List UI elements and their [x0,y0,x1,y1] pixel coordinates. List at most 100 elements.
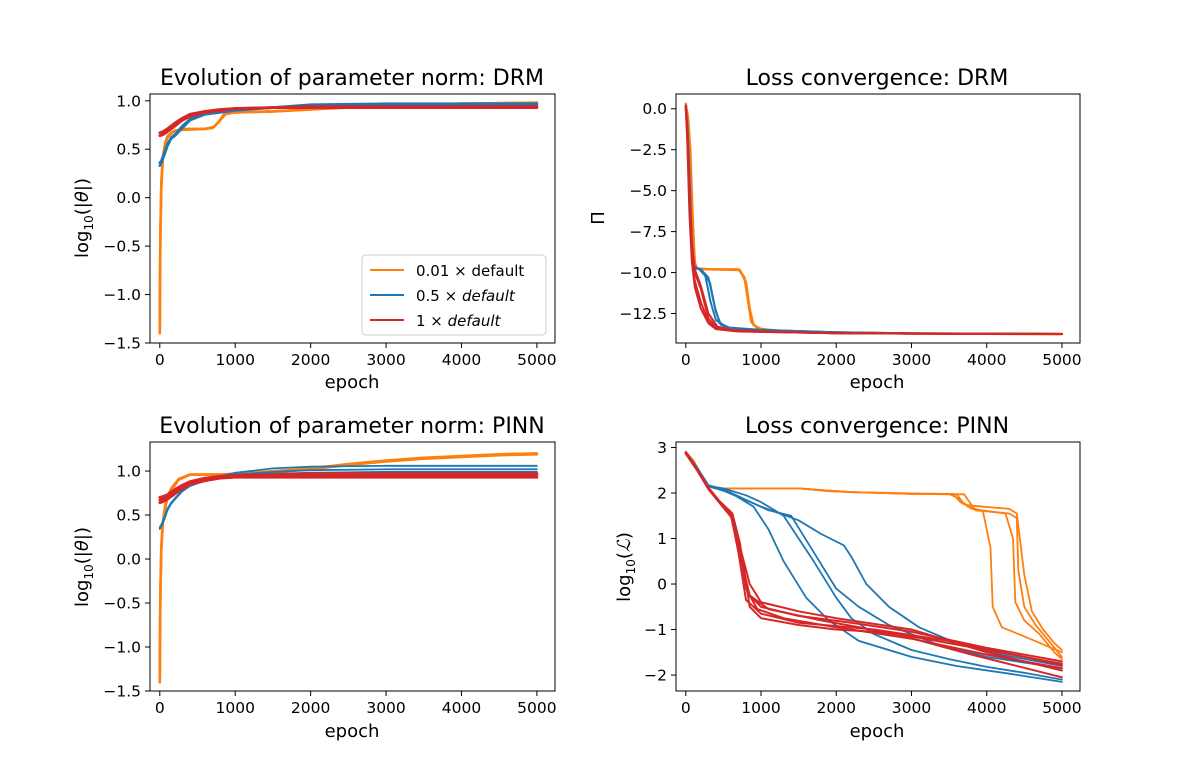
title-norm-drm: Evolution of parameter norm: DRM [160,66,544,91]
y-tick-label: 0.5 [116,507,141,525]
series-line-default-2 [684,104,1063,335]
y-tick-label: −0.5 [103,238,141,256]
legend-box [361,254,547,336]
plot-area-norm-pinn [158,452,539,684]
xlabel-norm-drm: epoch [325,372,380,393]
x-tick-label: 5000 [1042,699,1081,717]
series-line-small-1 [158,453,539,680]
ylabel-script-L: ℒ [614,538,635,552]
ylabel-theta: θ [72,191,93,202]
x-tick-label: 2000 [817,351,856,369]
ylabel-argument: (| [72,551,93,564]
y-tick-label: −1.0 [103,639,141,657]
x-tick-label: 2000 [291,351,330,369]
x-tick-label: 0 [681,351,691,369]
subplot-loss-drm: Loss convergence: DRM 0 1000 2000 3000 4000 5… [588,66,1082,393]
ylabel-loss-pinn: log10(ℒ) [614,532,638,602]
plot-area-loss-pinn [684,451,1063,683]
ylabel-close: |) [72,178,93,191]
series-line-default-1 [684,107,1063,335]
series-line-default-2 [158,472,539,499]
x-tick-label: 1000 [741,351,780,369]
x-tick-label: 4000 [967,351,1006,369]
series-line-half-2 [158,471,538,530]
x-tick-label: 5000 [517,699,556,717]
x-tick-label: 5000 [517,351,556,369]
y-tick-label: 0.5 [116,141,141,159]
x-ticks-norm-pinn: 0 1000 2000 3000 4000 5000 [155,691,557,717]
x-tick-label: 0 [681,699,691,717]
y-tick-label: 2 [657,484,667,502]
ylabel-subscript: 10 [82,215,96,230]
ylabel-close: |) [72,527,93,540]
x-tick-label: 3000 [366,699,405,717]
ylabel-loss-drm: Π [588,211,609,225]
x-tick-label: 2000 [817,699,856,717]
plot-area-norm-drm [158,101,539,335]
title-loss-drm: Loss convergence: DRM [746,66,1009,91]
y-ticks-loss-pinn: 3 2 1 0 −1 −2 [644,439,676,685]
series-line-small-1 [684,104,1064,336]
series-line-default-1 [158,105,539,135]
legend-label-small: 0.01 × default [416,262,524,280]
y-tick-label: 1.0 [116,92,141,110]
y-tick-label: 1 [657,530,667,548]
x-tick-label: 4000 [967,699,1006,717]
series-line-default-0 [158,106,539,138]
xlabel-loss-drm: epoch [850,372,905,393]
x-tick-label: 2000 [291,699,330,717]
x-tick-label: 3000 [892,699,931,717]
subplot-loss-pinn: Loss convergence: PINN 0 1000 2000 3000 4000… [614,414,1082,742]
legend: 0.01 × default 0.5 × default 1 × default [361,254,547,336]
y-tick-label: −0.5 [103,595,141,613]
title-norm-pinn: Evolution of parameter norm: PINN [159,414,544,439]
ylabel-norm-drm: log10(|θ|) [72,178,96,258]
ylabel-close: ) [614,532,635,539]
series-line-default-3 [684,106,1063,335]
y-tick-label: −1.5 [103,683,141,701]
subplot-norm-drm: Evolution of parameter norm: DRM 0 1000 20… [72,66,557,393]
axes-frame-loss-drm [675,93,1081,344]
axes-frame-loss-pinn [675,441,1081,692]
x-tick-label: 4000 [442,699,481,717]
legend-default-multiplier: 1 × [416,312,448,330]
y-tick-label: 0.0 [116,551,141,569]
legend-small-multiplier: 0.01 × [416,262,467,280]
y-tick-label: −1.0 [103,286,141,304]
axes-frame-norm-pinn [149,441,556,692]
series-line-half-0 [684,106,1063,335]
series-line-default-0 [684,106,1063,335]
y-tick-label: −2 [644,667,667,685]
x-ticks-loss-drm: 0 1000 2000 3000 4000 5000 [681,343,1082,369]
x-tick-label: 0 [155,699,165,717]
x-tick-label: 1000 [741,699,780,717]
x-tick-label: 1000 [215,351,254,369]
x-tick-label: 3000 [366,351,405,369]
x-tick-label: 5000 [1042,351,1081,369]
legend-small-word: default [467,262,525,280]
plot-area-loss-drm [684,102,1064,336]
ylabel-argument: ( [614,552,635,559]
series-line-half-1 [158,103,539,165]
x-tick-label: 3000 [892,351,931,369]
series-line-small-0 [158,452,539,684]
y-tick-label: −5.0 [629,182,667,200]
legend-label-default: 1 × default [416,312,502,330]
series-line-half-1 [684,107,1063,335]
x-tick-label: 0 [155,351,165,369]
legend-default-word: default [448,312,502,330]
series-line-small-0 [684,102,1064,336]
ylabel-argument: (| [72,202,93,215]
y-tick-label: 1.0 [116,463,141,481]
x-tick-label: 1000 [215,699,254,717]
ylabel-norm-pinn: log10(|θ|) [72,527,96,607]
x-ticks-loss-pinn: 0 1000 2000 3000 4000 5000 [681,691,1082,717]
y-tick-label: −7.5 [629,223,667,241]
y-ticks-loss-drm: 0.0 −2.5 −5.0 −7.5 −10.0 −12.5 [620,100,676,323]
xlabel-loss-pinn: epoch [850,721,905,742]
legend-half-multiplier: 0.5 × [416,287,462,305]
ylabel-theta: θ [72,540,93,551]
x-tick-label: 4000 [442,351,481,369]
y-tick-label: −1 [644,621,667,639]
